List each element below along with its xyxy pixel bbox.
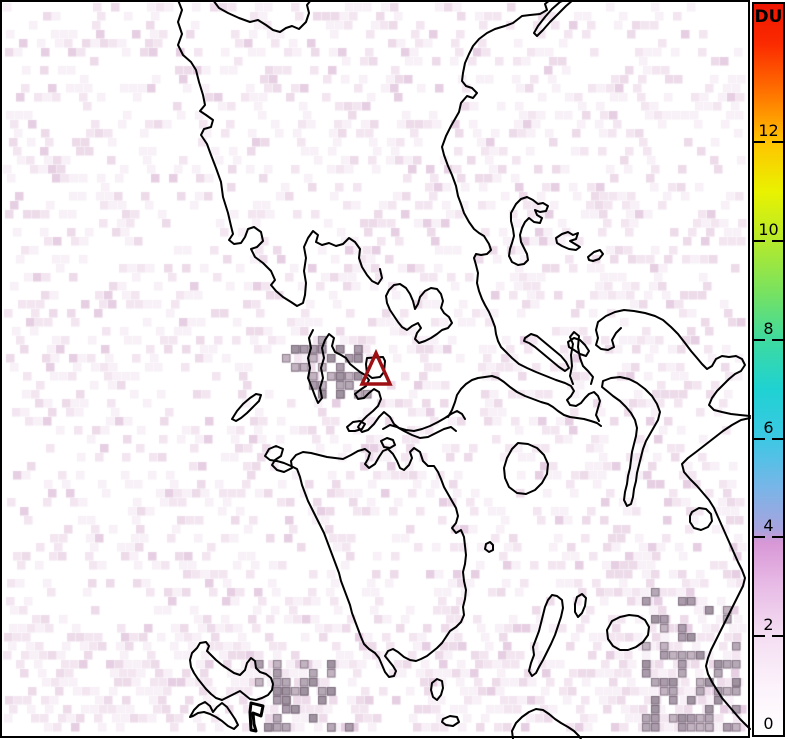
colorbar-tick-mark xyxy=(754,437,765,440)
colorbar-tick-mark xyxy=(772,240,783,243)
colorbar-tick-mark xyxy=(754,338,765,341)
coastline-finger-peninsula xyxy=(569,331,594,385)
coastline-rise-shore xyxy=(447,375,602,427)
coastline-islet-d xyxy=(567,337,590,357)
coastline-right-islet xyxy=(689,507,713,531)
coastline-right-bay-coast xyxy=(681,417,751,730)
coastline-heart-island xyxy=(385,283,453,344)
colorbar-tick-mark xyxy=(772,141,783,144)
coastline-sliver-island-b xyxy=(523,333,570,372)
coastline-leaf-island xyxy=(189,701,239,730)
coastline-oval-islet-c xyxy=(574,593,587,618)
coastline-bean-islet xyxy=(430,678,444,701)
colorbar-tick-label: 2 xyxy=(763,615,774,635)
coastline-long-island xyxy=(528,594,564,677)
colorbar-tick-mark xyxy=(772,338,783,341)
coastline-diagonal-island xyxy=(601,376,661,507)
coastline-snake-bay-coast xyxy=(307,329,466,433)
coastline-west-peninsula xyxy=(177,0,383,307)
colorbar-tick-label: 8 xyxy=(763,318,774,338)
colorbar-tick-label: 0 xyxy=(763,714,774,733)
coastline-sliver-island xyxy=(533,0,574,37)
colorbar-tick-mark xyxy=(754,240,765,243)
coastlines xyxy=(177,0,751,739)
volcano-marker xyxy=(359,348,393,386)
colorbar-title: DU xyxy=(754,7,783,27)
colorbar: DU 0 2 4 6 8 10 12 xyxy=(752,2,785,737)
coastline-round-island xyxy=(503,442,549,495)
colorbar-tick-mark xyxy=(754,141,765,144)
colorbar-tick-label: 4 xyxy=(763,516,774,536)
colorbar-tick-mark xyxy=(754,635,765,638)
coastline-hook-islet xyxy=(555,231,581,251)
coastline-strait-islands-row xyxy=(382,424,457,439)
coastline-dot-island xyxy=(484,541,494,553)
coastline-seahorse-lake xyxy=(508,196,549,266)
map-canvas xyxy=(0,0,751,739)
colorbar-tick-mark xyxy=(772,635,783,638)
colorbar-tick-mark xyxy=(772,536,783,539)
map-frame xyxy=(0,0,750,738)
coastline-oval-islet-a xyxy=(587,249,604,262)
coastline-bottom-landmass xyxy=(511,708,582,739)
coastline-islet-row-b xyxy=(380,437,396,449)
coastline-oval-island-nw xyxy=(231,393,262,422)
coastline-main-west-coast xyxy=(441,0,601,422)
coastline-north-shore xyxy=(595,309,751,417)
colorbar-tick-mark xyxy=(772,437,783,440)
coastline-top-bay xyxy=(212,0,312,33)
colorbar-tick-label: 6 xyxy=(763,417,774,437)
coastline-islet-row-a xyxy=(346,420,366,432)
colorbar-tick-label: 12 xyxy=(758,121,779,141)
coastline-big-island xyxy=(264,445,467,678)
colorbar-tick-mark xyxy=(754,536,765,539)
coastline-marker-islet xyxy=(365,356,386,379)
colorbar-tick-label: 10 xyxy=(758,220,779,240)
coastline-oval-islet-b xyxy=(441,715,460,727)
coastline-flag-islet xyxy=(248,701,265,733)
coastline-blob-island xyxy=(606,614,650,651)
coastline-rabbit-island xyxy=(189,641,274,701)
